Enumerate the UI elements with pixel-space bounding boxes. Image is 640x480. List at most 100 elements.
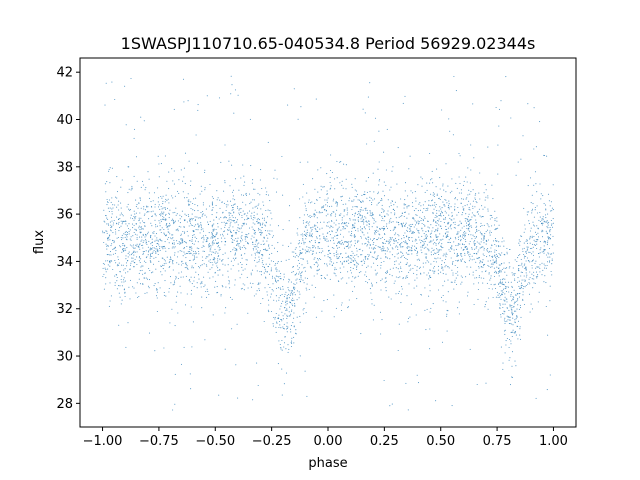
data-point [261, 226, 263, 229]
data-point [410, 190, 412, 192]
data-point [533, 244, 535, 246]
data-point [270, 270, 272, 272]
data-point [528, 278, 530, 280]
data-point [452, 134, 454, 136]
data-point [213, 242, 215, 245]
data-point [288, 278, 290, 280]
data-point [185, 257, 187, 259]
data-point [517, 161, 519, 163]
data-point [532, 259, 534, 261]
data-point [145, 187, 147, 189]
data-point [386, 128, 388, 130]
data-point [538, 291, 540, 293]
data-point [533, 148, 535, 150]
data-point [468, 223, 470, 226]
data-point [506, 247, 508, 250]
data-point [446, 235, 448, 237]
data-point [328, 250, 330, 252]
data-point [116, 206, 118, 208]
data-point [202, 210, 204, 213]
data-point [502, 290, 504, 292]
data-point [356, 262, 358, 264]
data-point [257, 250, 259, 252]
data-point [372, 319, 374, 321]
data-point [389, 241, 391, 243]
data-point [290, 345, 293, 348]
data-point [149, 255, 151, 257]
data-point [178, 192, 180, 194]
data-point [143, 250, 146, 253]
data-point [451, 269, 453, 271]
data-point [519, 307, 522, 309]
data-point [489, 218, 491, 220]
data-point [537, 273, 539, 276]
data-point [276, 269, 278, 271]
data-point [370, 292, 372, 294]
data-point [218, 218, 220, 220]
data-point [138, 260, 140, 262]
data-point [354, 235, 356, 237]
data-point [472, 205, 474, 207]
data-point [173, 283, 175, 285]
data-point [454, 223, 456, 226]
data-point [108, 261, 111, 263]
data-point [370, 282, 373, 284]
data-point [461, 236, 463, 238]
data-point [424, 309, 426, 311]
data-point [254, 223, 256, 225]
data-point [487, 297, 490, 299]
data-point [394, 256, 396, 258]
data-point [502, 288, 505, 290]
data-point [251, 269, 254, 271]
data-point [131, 260, 133, 262]
data-point [203, 245, 205, 247]
data-point [266, 240, 268, 242]
data-point [428, 250, 430, 252]
data-point [132, 218, 134, 220]
data-point [128, 231, 130, 233]
data-point [123, 281, 125, 283]
data-point [304, 235, 306, 237]
data-point [138, 225, 140, 227]
data-point [396, 253, 398, 255]
data-point [511, 292, 513, 294]
data-point [252, 242, 254, 244]
data-point [162, 207, 164, 209]
data-point [208, 246, 210, 248]
data-point [106, 248, 108, 250]
data-point [352, 256, 354, 258]
data-point [183, 167, 185, 169]
data-point [393, 240, 395, 242]
data-point [191, 237, 194, 239]
data-point [439, 213, 442, 215]
data-point [309, 241, 311, 243]
data-point [187, 268, 189, 270]
data-point [454, 264, 456, 267]
data-point [331, 212, 333, 214]
data-point [312, 226, 314, 228]
data-point [494, 218, 496, 220]
data-point [337, 234, 339, 236]
data-point [136, 251, 138, 253]
data-point [175, 229, 177, 231]
data-point [483, 264, 485, 266]
data-point [383, 210, 385, 212]
data-point [400, 198, 402, 200]
data-point [311, 233, 313, 235]
data-point [535, 260, 537, 262]
data-point [445, 225, 447, 227]
data-point [457, 236, 459, 238]
data-point [142, 228, 144, 230]
data-point [534, 209, 536, 211]
data-point [255, 239, 257, 242]
data-point [210, 237, 212, 239]
data-point [143, 214, 145, 216]
data-point [122, 248, 124, 251]
data-point [474, 198, 476, 200]
data-point [329, 176, 331, 178]
data-point [447, 231, 449, 233]
data-point [535, 276, 537, 278]
data-point [465, 176, 467, 178]
data-point [229, 223, 231, 225]
data-point [237, 263, 239, 265]
